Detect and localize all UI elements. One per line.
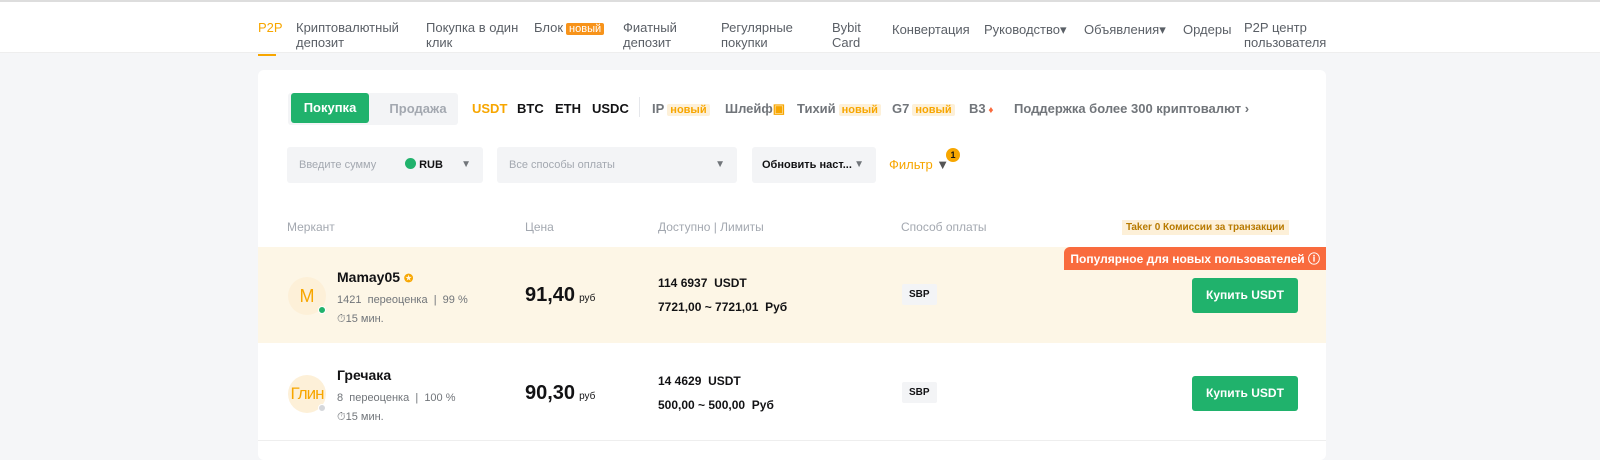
nav-orders[interactable]: Ордеры [1183,22,1232,37]
merchant-name[interactable]: Гречака [337,367,391,383]
popular-label: Популярное для новых пользователей [1070,252,1305,266]
nav-guide-label: Руководство [984,22,1060,37]
avatar-letter: Глин [290,384,324,403]
coin-label: G7 [892,101,910,116]
nav-convert[interactable]: Конвертация [892,22,970,37]
available-amount: 114 6937 USDT [658,276,747,290]
caret-down-icon: ▼ [461,159,471,170]
refresh-label: Обновить наст... [762,159,852,171]
buy-sell-toggle: Покупка Продажа [288,93,458,125]
header-available: Доступно | Лимиты [658,220,764,234]
coin-usdt[interactable]: USDT [472,101,508,116]
merchant-name[interactable]: Mamay05 ✪ [337,269,413,285]
nav-ads-label: Объявления [1084,22,1160,37]
header-merchant: Меркант [287,220,335,234]
new-tag: новый [667,104,710,116]
divider [639,97,640,117]
offline-status-dot [318,404,326,412]
table-row: Популярное для новых пользователей ⓘ M M… [258,247,1326,343]
currency-label: RUB [419,159,443,171]
fee-badge: Taker 0 Комиссии за транзакции [1122,220,1289,235]
gift-icon: ▣ [772,101,786,116]
response-time: ⏱15 мин. [337,313,384,325]
limits: 500,00 ~ 500,00 Руб [658,398,774,412]
merchant-name-text: Mamay05 [337,269,401,285]
currency-select[interactable]: RUB [405,147,443,183]
timer-icon: ⏱ [337,313,346,325]
buy-usdt-button[interactable]: Купить USDT [1192,376,1298,411]
ruble-icon [405,158,416,169]
fire-icon: ♦ [985,105,994,116]
coin-btc[interactable]: BTC [517,101,544,116]
response-time: ⏱15 мин. [337,411,384,423]
new-badge: новый [566,23,605,35]
timer-icon: ⏱ [337,411,346,423]
header-price: Цена [525,220,554,234]
online-status-dot [318,306,326,314]
coin-ip[interactable]: IP новый [652,101,710,116]
avatar-letter: M [299,286,315,306]
price: 90,30 руб [525,382,596,404]
amount-placeholder: Введите сумму [299,159,377,171]
nav-fiat-deposit[interactable]: Фиатный депозит [623,20,677,50]
available-amount: 14 4629 USDT [658,374,741,388]
payment-method-select[interactable]: Все способы оплаты ▼ [497,147,737,183]
coin-g7[interactable]: G7 новый [892,101,955,116]
help-icon: ⓘ [1307,252,1320,266]
filter-button[interactable]: Фильтр ▼ 1 [889,148,960,172]
new-tag: новый [912,104,955,116]
buy-usdt-button[interactable]: Купить USDT [1192,278,1298,313]
caret-down-icon: ▾ [1159,22,1166,37]
chevron-right-icon: › [1244,101,1250,116]
coin-label: Тихий [797,101,836,116]
p2p-card: Покупка Продажа USDT BTC ETH USDC IP новы… [258,70,1326,460]
refresh-select[interactable]: Обновить наст... ▼ [752,147,876,183]
filter-icon: ▼ [936,157,950,172]
sell-tab[interactable]: Продажа [389,101,447,116]
support-label: Поддержка более 300 криптовалют [1014,101,1242,116]
nav-recurring[interactable]: Регулярные покупки [721,20,793,50]
support-more-link[interactable]: Поддержка более 300 криптовалют › [1014,101,1249,116]
coin-b3[interactable]: B3 ♦ [969,101,994,116]
nav-one-click[interactable]: Покупка в один клик [426,20,519,50]
coin-label: IP [652,101,665,116]
header-payment: Способ оплаты [901,220,987,234]
coin-eth[interactable]: ETH [555,101,581,116]
nav-bybit-card[interactable]: Bybit Card [832,20,861,50]
filter-count-badge: 1 [946,148,960,162]
top-nav: P2P Криптовалютный депозит Покупка в оди… [0,0,1600,56]
nav-crypto-deposit[interactable]: Криптовалютный депозит [296,20,399,50]
table-row: Глин Гречака 8 переоценка | 100 % ⏱15 ми… [258,345,1326,441]
new-tag: новый [838,104,881,116]
popular-badge: Популярное для новых пользователей ⓘ [1064,247,1326,270]
nav-ads[interactable]: Объявления▾ [1084,22,1166,37]
filter-label: Фильтр [889,157,933,172]
coin-tikhiy[interactable]: Тихий новый [797,101,881,116]
limits: 7721,00 ~ 7721,01 Руб [658,300,788,314]
nav-block-label: Блок [534,20,564,35]
buy-tab[interactable]: Покупка [291,93,369,123]
nav-p2p[interactable]: P2P [258,20,283,56]
caret-down-icon: ▼ [715,159,725,170]
coin-label: Шлейф [725,101,773,116]
nav-user-center[interactable]: P2P центр пользователя [1244,20,1327,50]
merchant-stats: 1421 переоценка | 99 % [337,294,468,306]
coin-shleif[interactable]: Шлейф▣ [725,101,785,117]
payment-method-badge: SBP [902,382,937,403]
amount-input[interactable]: Введите сумму RUB ▼ [287,147,483,183]
merchant-name-text: Гречака [337,367,392,383]
caret-down-icon: ▾ [1059,22,1067,37]
nav-guide[interactable]: Руководство▾ [984,22,1067,37]
payment-method-badge: SBP [902,284,937,305]
nav-block[interactable]: Блок новый [534,20,605,37]
merchant-stats: 8 переоценка | 100 % [337,392,456,404]
avatar[interactable]: Глин [288,375,326,413]
payment-label: Все способы оплаты [509,159,615,171]
price: 91,40 руб [525,284,596,306]
caret-down-icon: ▼ [854,159,864,170]
avatar[interactable]: M [288,277,326,315]
coin-label: B3 [969,101,986,116]
coin-usdc[interactable]: USDC [592,101,629,116]
verified-icon: ✪ [403,273,414,285]
